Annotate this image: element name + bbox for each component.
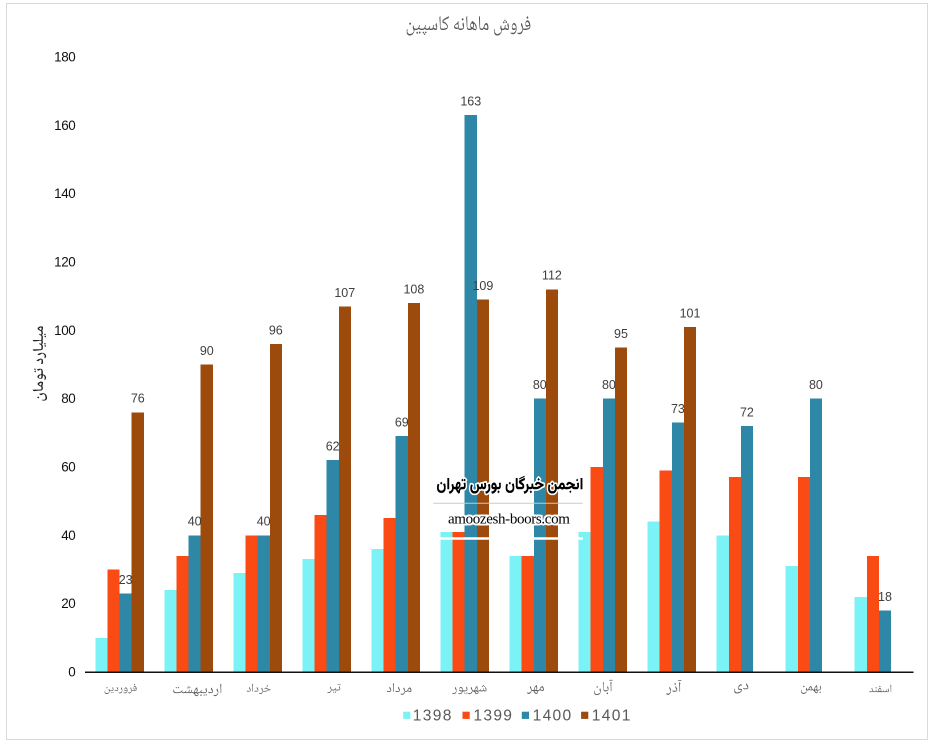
- svg-text:163: 163: [460, 95, 481, 109]
- svg-text:112: 112: [542, 269, 562, 283]
- svg-text:107: 107: [334, 286, 355, 300]
- svg-text:160: 160: [54, 118, 75, 133]
- svg-text:1399: 1399: [473, 707, 513, 724]
- svg-text:72: 72: [740, 405, 754, 419]
- svg-text:95: 95: [614, 327, 628, 341]
- svg-text:101: 101: [680, 306, 701, 320]
- svg-text:109: 109: [472, 279, 493, 293]
- svg-text:180: 180: [54, 50, 75, 65]
- svg-text:80: 80: [61, 391, 75, 406]
- svg-text:18: 18: [878, 590, 892, 604]
- svg-text:1400: 1400: [533, 707, 573, 724]
- svg-text:20: 20: [61, 596, 75, 611]
- svg-text:80: 80: [602, 378, 616, 392]
- svg-text:90: 90: [200, 344, 214, 358]
- svg-text:0: 0: [68, 665, 75, 680]
- svg-text:40: 40: [188, 515, 202, 529]
- svg-text:76: 76: [131, 392, 145, 406]
- svg-text:69: 69: [395, 416, 409, 430]
- svg-text:40: 40: [61, 528, 75, 543]
- svg-text:80: 80: [809, 378, 823, 392]
- svg-text:80: 80: [533, 378, 547, 392]
- svg-text:amoozesh-boors.com: amoozesh-boors.com: [448, 512, 570, 528]
- svg-text:73: 73: [671, 402, 685, 416]
- svg-text:108: 108: [403, 282, 424, 296]
- svg-text:96: 96: [269, 323, 283, 337]
- svg-text:1401: 1401: [592, 707, 632, 724]
- svg-text:100: 100: [54, 323, 75, 338]
- svg-text:120: 120: [54, 255, 75, 270]
- svg-text:amoozesh-boors.com: amoozesh-boors.com: [448, 512, 570, 528]
- svg-text:140: 140: [54, 186, 75, 201]
- svg-text:23: 23: [119, 573, 133, 587]
- svg-text:1398: 1398: [413, 707, 453, 724]
- svg-text:40: 40: [257, 515, 271, 529]
- svg-text:60: 60: [61, 460, 75, 475]
- svg-text:62: 62: [326, 440, 340, 454]
